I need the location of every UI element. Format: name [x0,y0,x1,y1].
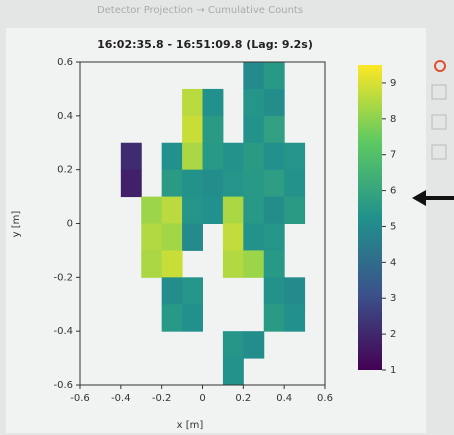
heatmap-cell [223,331,244,358]
colorbar-tick-label: 4 [390,257,396,268]
heatmap-cell [264,277,285,304]
heatmap-cell [223,250,244,277]
heatmap-cell [182,304,203,331]
chart-title: Detector Projection → Cumulative Counts [97,5,303,16]
colorbar-tick-label: 8 [390,114,396,125]
y-tick-label: 0 [67,219,73,230]
heatmap-cell [162,277,183,304]
heatmap-cell [243,143,264,170]
x-tick-label: 0.6 [317,393,333,404]
heatmap-cell [243,170,264,197]
y-tick-label: -0.2 [53,272,73,283]
heatmap-cell [162,304,183,331]
heatmap-cell [223,143,244,170]
heatmap-cell [243,197,264,224]
heatmap-cell [284,277,305,304]
heatmap-cell [203,197,224,224]
heatmap-cell [243,331,264,358]
heatmap-cell [141,250,162,277]
heatmap-cell [264,143,285,170]
heatmap-cell [243,89,264,116]
x-tick-label: -0.6 [70,393,90,404]
x-tick-label: -0.2 [152,393,172,404]
heatmap-cell [141,197,162,224]
heatmap-cell [182,170,203,197]
heatmap-cell [203,116,224,143]
colorbar-tick-label: 7 [390,150,396,161]
heatmap-cell [203,143,224,170]
colorbar-tick-label: 9 [390,78,396,89]
x-tick-label: 0.4 [276,393,292,404]
heatmap-cell [243,250,264,277]
heatmap-cell [141,224,162,251]
heatmap-cell [284,143,305,170]
heatmap-cell [182,116,203,143]
heatmap-cell [121,143,142,170]
y-tick-label: 0.4 [57,111,73,122]
heatmap-cell [264,197,285,224]
heatmap-cell [264,170,285,197]
heatmap-cell [264,224,285,251]
heatmap-cell [223,358,244,385]
heatmap-cell [284,197,305,224]
heatmap-cell [264,89,285,116]
heatmap-cell [162,224,183,251]
y-tick-label: -0.6 [53,380,73,391]
x-tick-label: -0.4 [111,393,131,404]
colorbar-tick-label: 6 [390,186,396,197]
heatmap-cell [182,224,203,251]
chart-subtitle: 16:02:35.8 - 16:51:09.8 (Lag: 9.2s) [97,38,313,51]
heatmap-cell [264,62,285,89]
heatmap-cell [264,250,285,277]
colorbar-tick-label: 2 [390,329,396,340]
y-tick-label: 0.2 [57,165,73,176]
chart: Detector Projection → Cumulative Counts … [0,0,454,435]
heatmap-cell [243,224,264,251]
heatmap-cell [223,170,244,197]
heatmap-cell [284,170,305,197]
heatmap-cell [284,304,305,331]
heatmap-cell [223,197,244,224]
x-axis-label: x [m] [177,420,204,431]
heatmap-cell [203,89,224,116]
x-tick-label: 0.2 [235,393,251,404]
heatmap-cell [121,170,142,197]
heatmap-cell [182,197,203,224]
heatmap-cell [182,89,203,116]
heatmap-cell [162,197,183,224]
heatmap-cell [162,170,183,197]
heatmap-cell [264,304,285,331]
heatmap-cell [223,224,244,251]
colorbar-tick-label: 3 [390,293,396,304]
heatmap-cell [182,143,203,170]
heatmap-cell [243,116,264,143]
heatmap-cell [162,143,183,170]
y-axis-label: y [m] [11,211,22,238]
heatmap-cell [162,250,183,277]
heatmap-cell [203,170,224,197]
heatmap-cell [243,62,264,89]
colorbar-tick-label: 5 [390,221,396,232]
heatmap-cell [264,116,285,143]
x-tick-label: 0 [199,393,205,404]
y-tick-label: 0.6 [57,57,73,68]
colorbar [358,65,382,370]
heatmap-cell [182,277,203,304]
colorbar-tick-label: 1 [390,365,396,376]
y-tick-label: -0.4 [53,326,73,337]
